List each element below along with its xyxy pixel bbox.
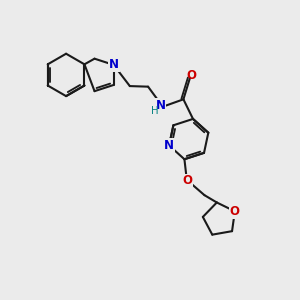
Text: O: O — [230, 205, 240, 218]
Text: H: H — [151, 106, 158, 116]
Text: N: N — [109, 58, 118, 71]
Text: N: N — [164, 139, 174, 152]
Text: O: O — [186, 69, 197, 82]
Text: O: O — [182, 174, 192, 187]
Text: N: N — [155, 99, 165, 112]
